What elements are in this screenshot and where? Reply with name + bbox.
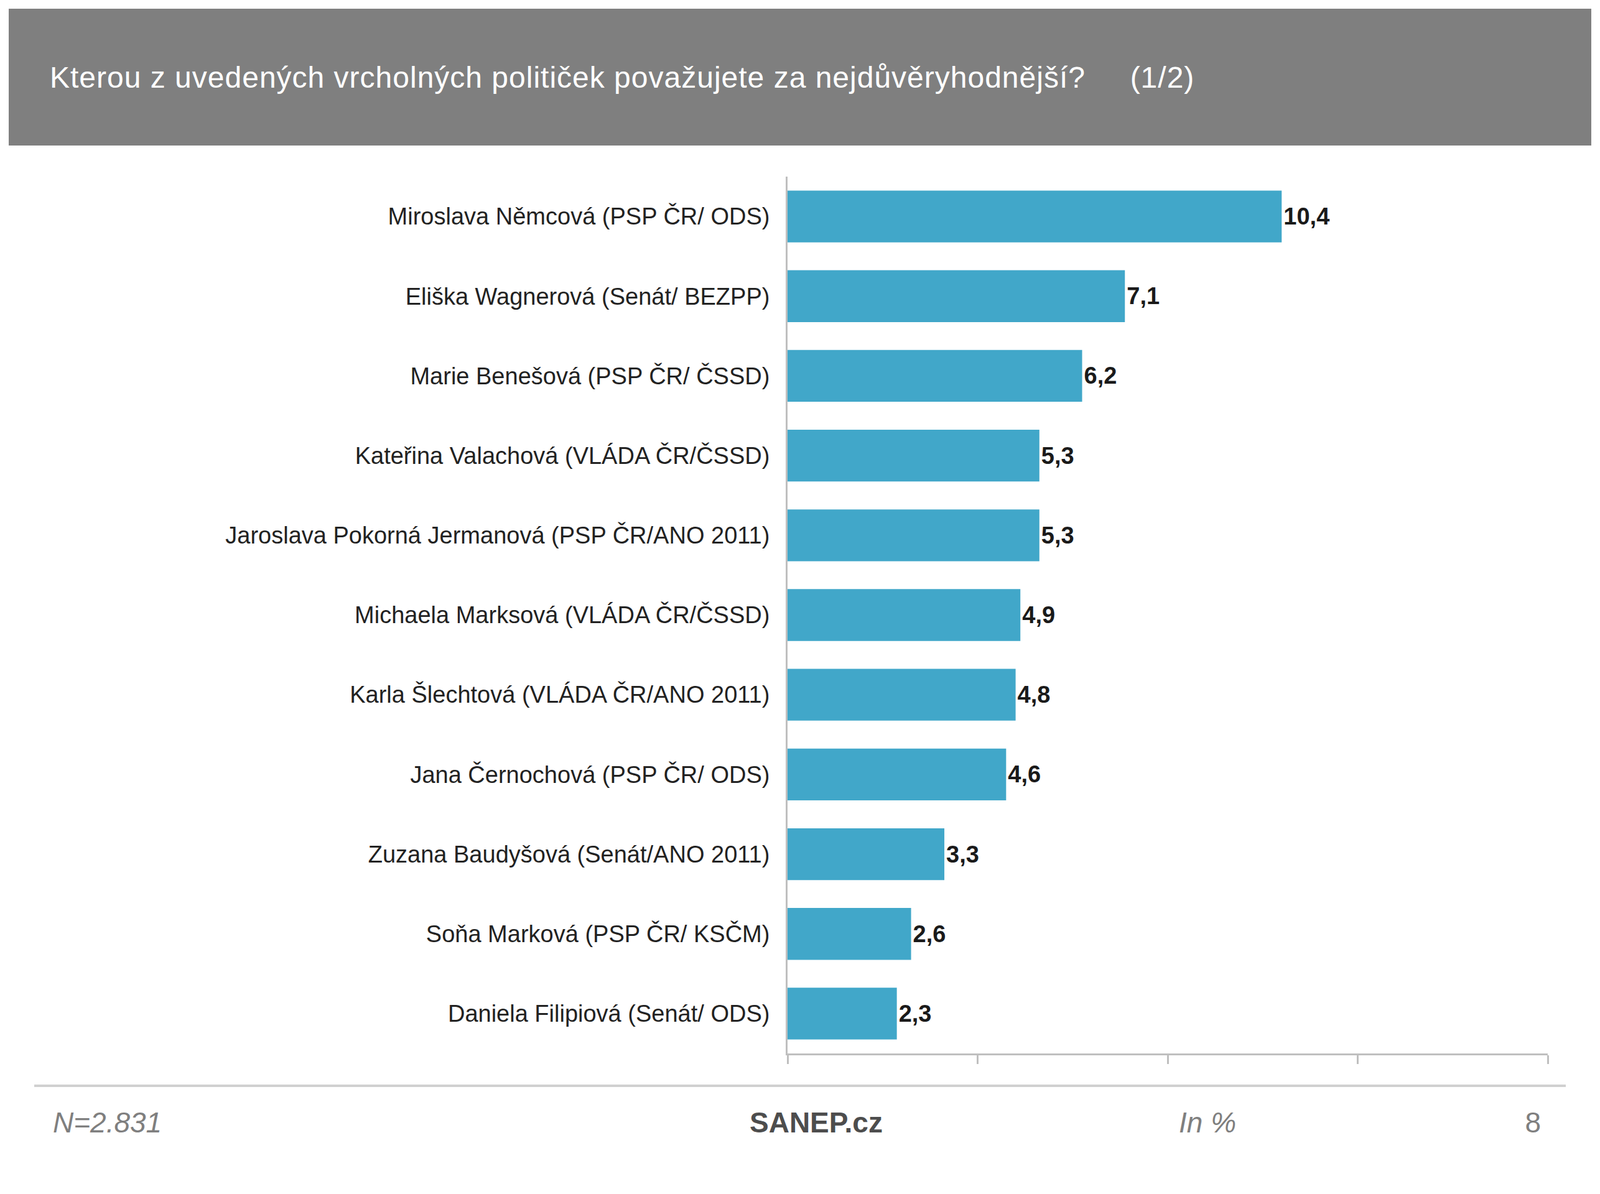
svg-text:4,6: 4,6	[1007, 761, 1041, 788]
svg-text:4,9: 4,9	[1022, 602, 1056, 629]
svg-text:Michaela Marksová (VLÁDA ČR/ČS: Michaela Marksová (VLÁDA ČR/ČSSD)	[354, 601, 770, 629]
html-text:In %: In %	[1178, 1106, 1237, 1140]
svg-text:5,3: 5,3	[1041, 522, 1075, 549]
svg-text:Jaroslava Pokorná Jermanová (P: Jaroslava Pokorná Jermanová (PSP ČR/ANO …	[225, 521, 770, 549]
html-text:Kterou z uvedených vrcholných: Kterou z uvedených vrcholných političek …	[49, 60, 1195, 94]
svg-text:3,3: 3,3	[946, 841, 980, 868]
html-text:SANEP.cz: SANEP.cz	[749, 1106, 883, 1140]
svg-text:Soňa Marková (PSP ČR/ KSČM): Soňa Marková (PSP ČR/ KSČM)	[426, 920, 771, 948]
svg-text:4,8: 4,8	[1017, 681, 1051, 708]
svg-text:Karla Šlechtová (VLÁDA ČR/ANO: Karla Šlechtová (VLÁDA ČR/ANO 2011)	[349, 681, 770, 708]
html-text:N=2.831: N=2.831	[52, 1106, 162, 1140]
svg-text:5,3: 5,3	[1041, 442, 1075, 470]
svg-text:Zuzana Baudyšová (Senát/ANO 20: Zuzana Baudyšová (Senát/ANO 2011)	[368, 841, 771, 868]
svg-text:Jana Černochová (PSP ČR/ ODS): Jana Černochová (PSP ČR/ ODS)	[409, 761, 770, 789]
html-text:8: 8	[1524, 1106, 1541, 1140]
svg-text:Kateřina Valachová (VLÁDA ČR/Č: Kateřina Valachová (VLÁDA ČR/ČSSD)	[355, 442, 771, 470]
svg-text:Eliška Wagnerová (Senát/ BEZPP: Eliška Wagnerová (Senát/ BEZPP)	[405, 283, 771, 310]
svg-text:7,1: 7,1	[1126, 283, 1160, 310]
svg-text:2,3: 2,3	[898, 1000, 932, 1028]
svg-text:10,4: 10,4	[1283, 203, 1330, 230]
svg-text:2,6: 2,6	[913, 921, 947, 948]
svg-text:Daniela Filipiová (Senát/ ODS): Daniela Filipiová (Senát/ ODS)	[447, 1000, 770, 1028]
svg-text:6,2: 6,2	[1084, 362, 1118, 389]
svg-text:Miroslava Němcová (PSP ČR/ ODS: Miroslava Němcová (PSP ČR/ ODS)	[388, 202, 771, 230]
svg-text:Marie Benešová (PSP ČR/ ČSSD): Marie Benešová (PSP ČR/ ČSSD)	[409, 362, 770, 390]
